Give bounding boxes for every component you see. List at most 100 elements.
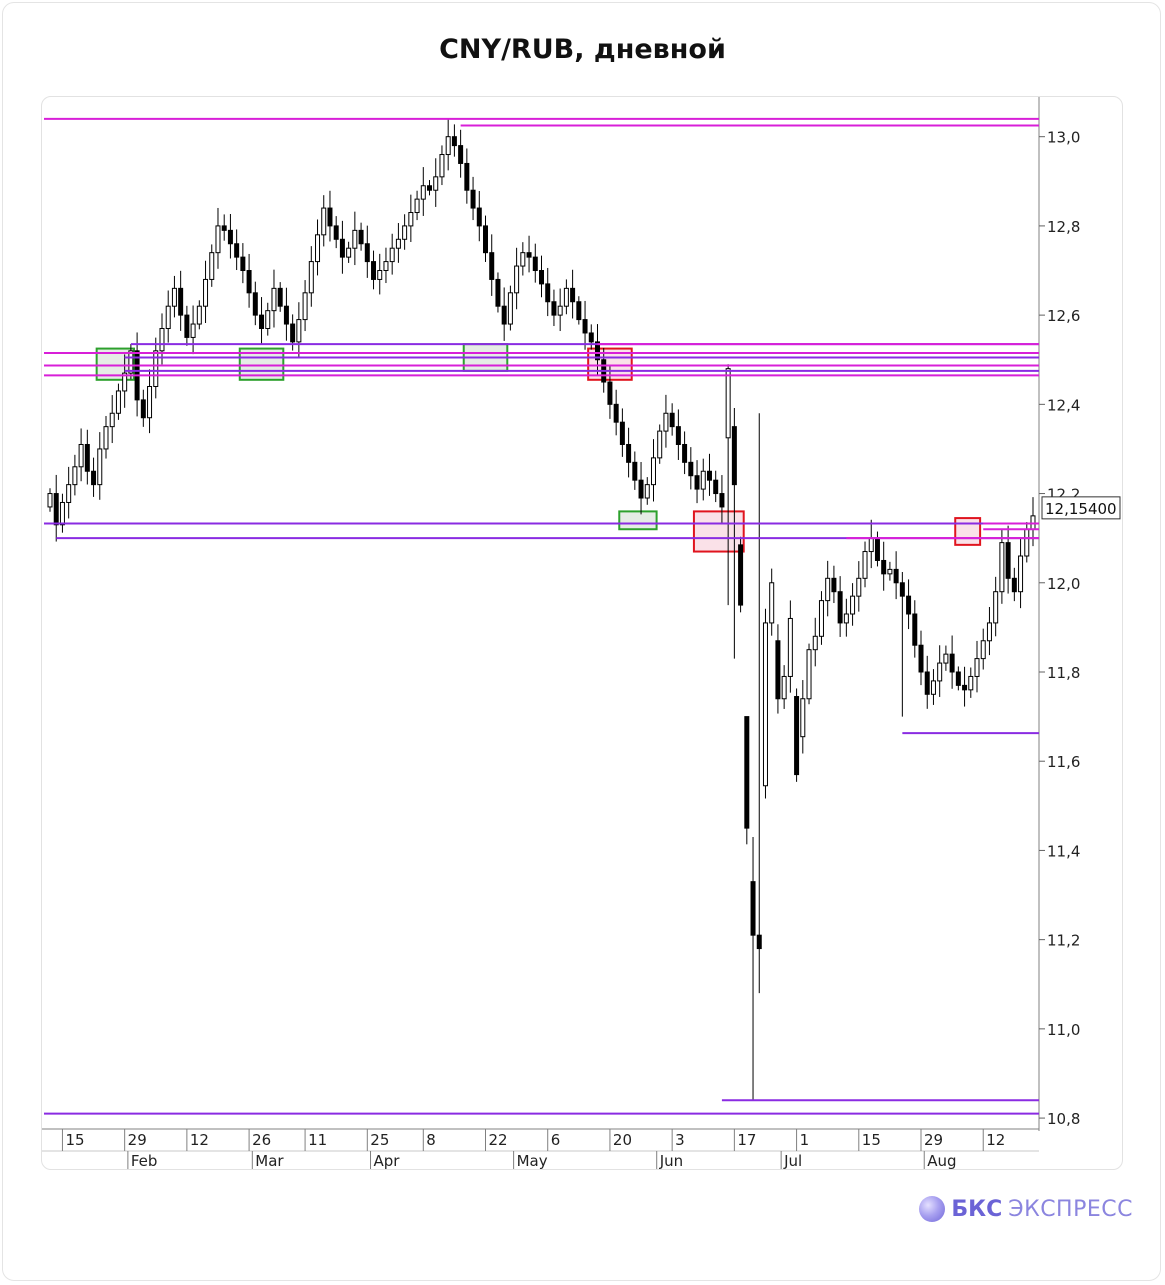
candle-down — [277, 287, 283, 307]
candle-down — [333, 225, 339, 240]
support-box — [618, 510, 658, 531]
candle-down — [738, 544, 744, 606]
candle-down — [607, 381, 613, 405]
candle-down — [483, 225, 489, 254]
candle-down — [675, 426, 681, 445]
candle-up — [147, 385, 153, 419]
candle-down — [688, 461, 694, 477]
candle-down — [794, 696, 800, 776]
x-day-label: 22 — [489, 1131, 508, 1149]
candle-up — [414, 198, 420, 214]
candlestick-chart: 13,012,812,612,412,212,011,811,611,411,2… — [42, 97, 1121, 1169]
chart-panel: 13,0 12,8 12,6 12,4 12,2 12,0 11,8 11,6 11,4 11,2… — [41, 96, 1123, 1170]
x-day-label: 12 — [190, 1131, 209, 1149]
candle-up — [769, 582, 775, 624]
x-day-label: 25 — [370, 1131, 389, 1149]
candle-up — [800, 698, 806, 738]
candle-down — [924, 671, 930, 695]
y-tick-label: 10,8 — [1047, 1110, 1080, 1128]
candle-down — [682, 443, 688, 463]
candle-down — [694, 475, 700, 490]
candle-up — [66, 484, 72, 503]
candle-up — [843, 613, 849, 624]
candle-down — [775, 640, 781, 700]
y-tick-label: 12,4 — [1047, 396, 1080, 414]
candle-down — [339, 238, 345, 258]
candle-down — [594, 341, 600, 361]
candle-up — [657, 430, 663, 459]
candle-up — [171, 287, 177, 307]
candle-up — [663, 412, 669, 432]
candle-up — [203, 278, 209, 307]
y-tick-label: 11,2 — [1047, 932, 1080, 950]
candle-down — [955, 671, 961, 686]
candle-up — [557, 305, 563, 316]
candle-down — [669, 412, 675, 428]
chart-title: CNY/RUB, дневной — [439, 34, 726, 65]
candle-down — [570, 287, 576, 303]
x-day-label: 8 — [426, 1131, 436, 1149]
candle-up — [296, 319, 302, 343]
candle-down — [1011, 577, 1017, 593]
candle-down — [252, 292, 258, 316]
candle-up — [420, 185, 426, 200]
candle-down — [750, 881, 756, 936]
candle-down — [458, 145, 464, 164]
candle-down — [470, 189, 476, 209]
x-day-label: 15 — [862, 1131, 881, 1149]
x-day-label: 6 — [551, 1131, 561, 1149]
candle-up — [520, 252, 526, 267]
candle-down — [495, 278, 501, 307]
candle-up — [930, 680, 936, 695]
candle-up — [72, 466, 78, 486]
candle-up — [439, 154, 445, 178]
candle-down — [588, 332, 594, 343]
candle-up — [1024, 528, 1030, 557]
y-tick-label: 11,6 — [1047, 753, 1080, 771]
candle-down — [874, 537, 880, 561]
brand-logo: БКС ЭКСПРЕСС — [919, 1196, 1133, 1222]
x-month-label: Aug — [927, 1152, 956, 1169]
x-month-label: Apr — [374, 1152, 401, 1169]
candle-up — [302, 292, 308, 321]
candle-up — [265, 310, 271, 330]
candle-down — [626, 443, 632, 463]
candle-down — [327, 207, 333, 227]
candle-up — [159, 328, 165, 352]
x-day-label: 12 — [986, 1131, 1005, 1149]
candle-down — [551, 301, 557, 316]
candle-up — [986, 622, 992, 642]
candle-down — [246, 270, 252, 294]
last-price-label: 12,15400 — [1045, 500, 1117, 518]
candle-up — [433, 176, 439, 191]
candle-up — [806, 649, 812, 700]
candle-up — [445, 136, 451, 156]
candle-up — [196, 305, 202, 325]
candle-down — [364, 243, 370, 263]
candle-down — [221, 225, 227, 231]
candle-up — [563, 287, 569, 307]
candle-down — [719, 493, 725, 508]
candle-up — [321, 207, 327, 236]
candle-down — [178, 287, 184, 316]
candle-up — [943, 653, 949, 664]
bks-logo-icon — [919, 1196, 946, 1222]
candle-down — [489, 252, 495, 280]
candle-up — [47, 493, 53, 508]
y-tick-label: 12,6 — [1047, 307, 1080, 325]
candle-up — [153, 350, 159, 387]
candle-up — [999, 542, 1005, 593]
candle-down — [539, 270, 544, 285]
candle-up — [862, 551, 868, 579]
candle-up — [812, 635, 818, 651]
candle-up — [818, 600, 824, 637]
candle-up — [97, 448, 103, 486]
candle-up — [128, 350, 134, 374]
candle-down — [451, 136, 457, 147]
candle-up — [825, 577, 831, 602]
candle-down — [912, 613, 918, 646]
candle-up — [377, 270, 383, 280]
candle-down — [756, 934, 762, 950]
candle-down — [831, 577, 837, 593]
candle-up — [215, 225, 221, 254]
